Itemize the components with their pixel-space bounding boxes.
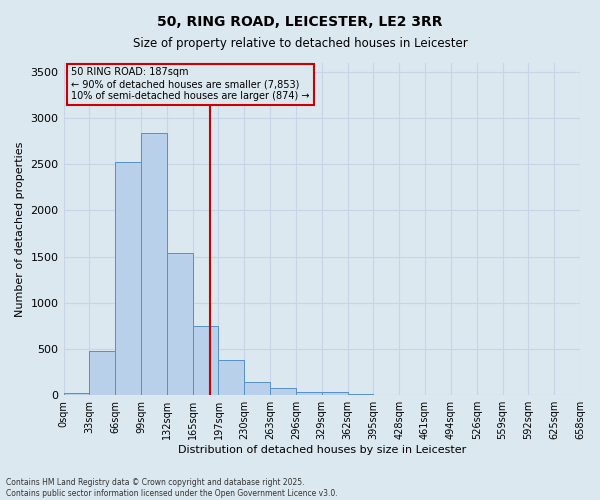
Text: 50 RING ROAD: 187sqm
← 90% of detached houses are smaller (7,853)
10% of semi-de: 50 RING ROAD: 187sqm ← 90% of detached h… [71,68,310,100]
Text: 50, RING ROAD, LEICESTER, LE2 3RR: 50, RING ROAD, LEICESTER, LE2 3RR [157,15,443,29]
Bar [167,253,193,395]
Bar [347,394,373,395]
Bar [270,388,296,395]
Bar [141,132,167,395]
Bar [89,352,115,395]
Text: Size of property relative to detached houses in Leicester: Size of property relative to detached ho… [133,38,467,51]
Bar [244,382,270,395]
Bar [193,326,218,395]
Text: Contains HM Land Registry data © Crown copyright and database right 2025.
Contai: Contains HM Land Registry data © Crown c… [6,478,338,498]
Bar [296,392,322,395]
Y-axis label: Number of detached properties: Number of detached properties [15,141,25,316]
Bar [218,360,244,395]
X-axis label: Distribution of detached houses by size in Leicester: Distribution of detached houses by size … [178,445,466,455]
Bar [64,394,89,395]
Bar [322,392,347,395]
Bar [115,162,141,395]
